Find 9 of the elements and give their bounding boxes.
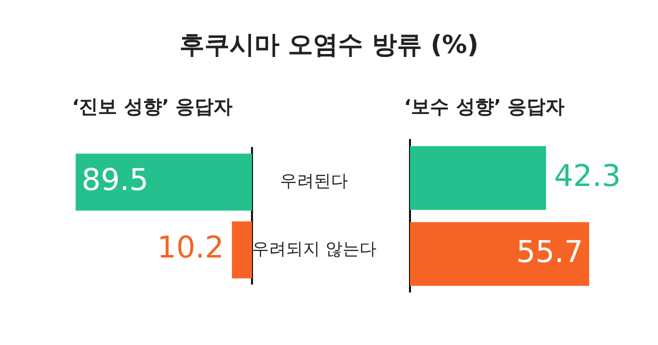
data-label: 10.2	[157, 230, 224, 266]
data-label: 89.5	[82, 162, 148, 198]
y-tick-label: 우려되지 않는다	[252, 239, 376, 260]
chart-subtitle: ‘보수 성향’ 응답자	[404, 95, 565, 120]
text: 후쿠시마 오염수 방류 (%)	[178, 29, 480, 61]
chart-subtitle: ‘진보 성향’ 응답자	[72, 95, 233, 120]
y-tick-label: 우려된다	[280, 172, 348, 192]
data-label: 42.3	[554, 158, 621, 194]
data-label: 55.7	[516, 234, 584, 270]
